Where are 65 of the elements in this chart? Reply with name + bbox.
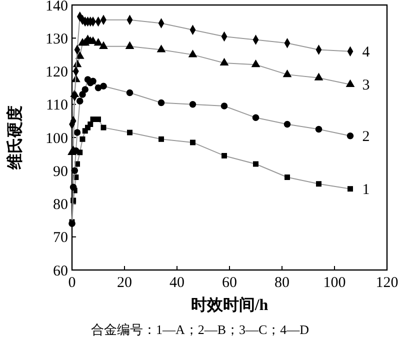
point: [252, 114, 260, 122]
point: [99, 41, 108, 49]
series-label: 4: [362, 44, 370, 60]
point: [100, 82, 107, 90]
point: [190, 140, 196, 146]
y-tick-label: 120: [46, 64, 68, 80]
point: [126, 89, 134, 96]
point: [346, 132, 354, 140]
x-tick-label: 40: [170, 275, 184, 291]
point: [220, 58, 229, 66]
point: [82, 86, 89, 93]
point: [88, 122, 94, 127]
series-label: 1: [362, 182, 370, 198]
y-tick-label: 90: [53, 164, 68, 180]
x-tick-label: 20: [117, 275, 132, 291]
point: [100, 124, 106, 130]
x-axis-title: 时效时间/h: [190, 296, 268, 314]
y-tick-label: 70: [53, 230, 68, 246]
point: [189, 100, 196, 108]
point: [74, 129, 81, 136]
point: [284, 174, 290, 180]
series-label: 3: [362, 78, 370, 94]
text: 合金编号：1—A；2—B；3—C；4—D: [90, 322, 310, 337]
y-tick-label: 100: [46, 130, 68, 147]
x-tick-label: 120: [376, 275, 398, 291]
x-tick-label: 80: [274, 275, 290, 291]
point: [90, 78, 96, 85]
y-axis-title: 维氏硬度: [5, 106, 24, 170]
point: [125, 41, 134, 49]
point: [251, 60, 260, 68]
x-tick-label: 0: [68, 275, 76, 291]
y-tick-label: 130: [46, 31, 68, 48]
point: [346, 79, 355, 88]
x-tick-label: 60: [222, 275, 237, 291]
point: [96, 116, 101, 122]
point: [284, 120, 291, 128]
point: [68, 220, 76, 228]
point: [282, 69, 292, 78]
point: [94, 84, 102, 92]
point: [220, 102, 228, 110]
point: [127, 130, 132, 136]
point: [90, 116, 96, 122]
point: [156, 44, 166, 52]
point: [316, 181, 322, 187]
point: [315, 126, 322, 133]
point: [71, 167, 78, 174]
point: [348, 186, 353, 192]
point: [253, 161, 258, 167]
y-tick-label: 110: [46, 98, 68, 114]
point: [222, 152, 227, 158]
point: [158, 136, 164, 142]
y-tick-label: 80: [53, 197, 68, 213]
series-label: 2: [362, 128, 370, 145]
point: [76, 98, 84, 104]
y-tick-label: 60: [53, 263, 68, 280]
point: [188, 50, 198, 58]
point: [80, 136, 86, 142]
point: [79, 91, 86, 98]
x-tick-label: 100: [323, 275, 346, 291]
point: [314, 72, 324, 80]
point: [158, 99, 165, 106]
point: [94, 38, 103, 46]
y-tick-label: 140: [46, 0, 68, 14]
point: [75, 51, 84, 59]
point: [70, 184, 77, 191]
